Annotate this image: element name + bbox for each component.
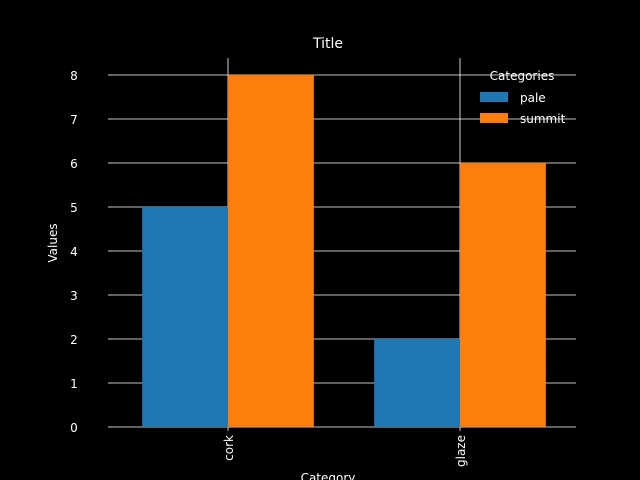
bar-pale-cork: [142, 207, 228, 427]
y-tick-label: 8: [70, 69, 78, 83]
legend-swatch-summit: [480, 113, 508, 123]
x-tick-label: glaze: [454, 435, 468, 467]
y-tick-label: 5: [70, 201, 78, 215]
y-tick-label: 7: [70, 113, 78, 127]
y-tick-label: 0: [70, 421, 78, 435]
bar-summit-glaze: [460, 163, 546, 427]
bar-pale-glaze: [374, 339, 460, 427]
chart-title: Title: [312, 36, 343, 52]
y-tick-label: 1: [70, 377, 78, 391]
x-axis-label: Category: [301, 471, 356, 480]
y-tick-label: 3: [70, 289, 78, 303]
legend-label-summit: summit: [520, 112, 566, 126]
y-tick-label: 6: [70, 157, 78, 171]
legend: Categories pale summit: [480, 69, 566, 126]
legend-title: Categories: [490, 69, 555, 83]
y-axis-label: Values: [46, 223, 60, 262]
legend-label-pale: pale: [520, 91, 546, 105]
legend-swatch-pale: [480, 92, 508, 102]
y-tick-label: 2: [70, 333, 78, 347]
bar-summit-cork: [228, 75, 314, 427]
y-ticks: 0 1 2 3 4 5 6 7 8: [70, 69, 112, 435]
x-tick-label: cork: [222, 435, 236, 461]
legend-items: pale summit: [480, 91, 566, 126]
x-ticks: cork glaze: [222, 427, 468, 467]
bars-layer: [142, 75, 546, 427]
y-tick-label: 4: [70, 245, 78, 259]
